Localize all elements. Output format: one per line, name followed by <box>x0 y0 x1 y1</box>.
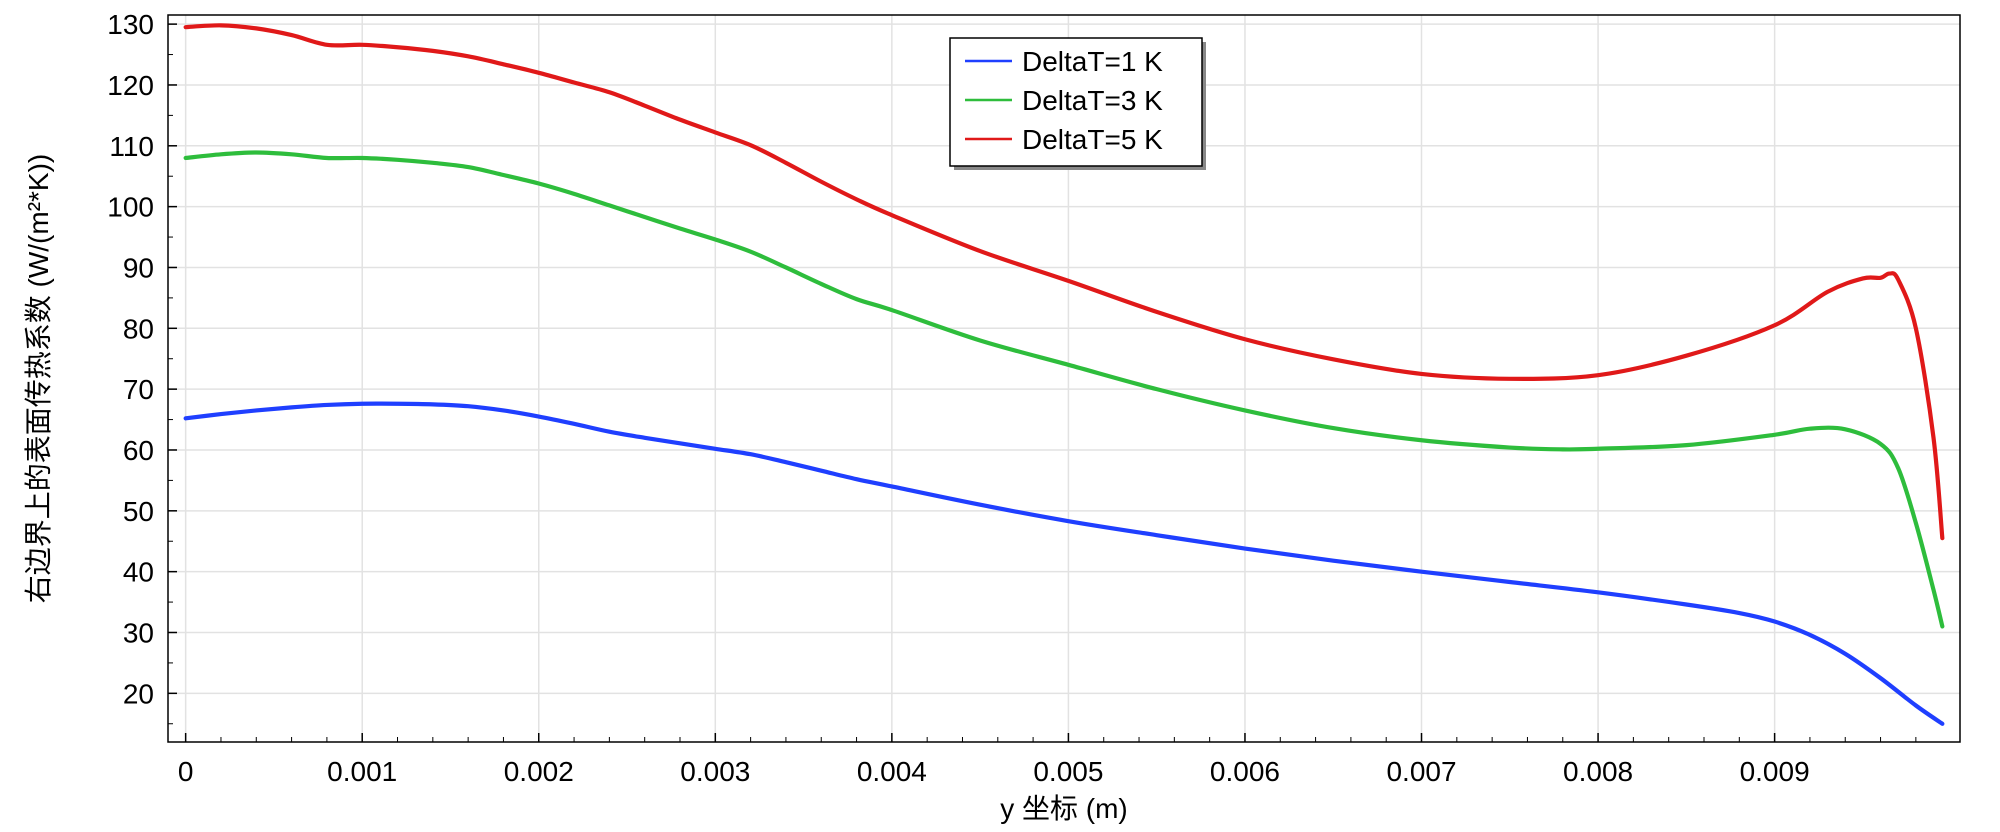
x-tick-label: 0.006 <box>1210 756 1280 787</box>
y-tick-label: 20 <box>123 678 154 709</box>
series-line-3 <box>183 23 1945 541</box>
legend-label-3: DeltaT=5 K <box>1022 124 1163 155</box>
plot-frame <box>167 14 1961 743</box>
x-tick-label: 0 <box>178 756 194 787</box>
x-tick-label: 0.002 <box>504 756 574 787</box>
y-tick-label: 50 <box>123 496 154 527</box>
y-tick-label: 40 <box>123 557 154 588</box>
legend: DeltaT=1 K DeltaT=3 K DeltaT=5 K <box>949 37 1206 170</box>
x-tick-label: 0.003 <box>680 756 750 787</box>
series-line-1 <box>183 401 1945 726</box>
x-tick-label: 0.001 <box>327 756 397 787</box>
x-tick-label: 0.008 <box>1563 756 1633 787</box>
legend-label-2: DeltaT=3 K <box>1022 85 1163 116</box>
x-axis-label: y 坐标 (m) <box>1000 793 1128 824</box>
y-tick-label: 70 <box>123 374 154 405</box>
y-tick-label: 30 <box>123 617 154 648</box>
ticks: 0 0.001 0.002 0.003 0.004 0.005 0.006 0.007 0.00… <box>107 9 1917 787</box>
x-tick-label: 0.007 <box>1386 756 1456 787</box>
x-tick-label: 0.005 <box>1033 756 1103 787</box>
series-line-2 <box>183 150 1945 629</box>
y-tick-label: 100 <box>107 192 154 223</box>
y-axis-label: 右边界上的表面传热系数 (W/(m²*K)) <box>23 154 54 604</box>
x-tick-label: 0.004 <box>857 756 927 787</box>
y-tick-label: 120 <box>107 70 154 101</box>
y-tick-label: 60 <box>123 435 154 466</box>
y-tick-label: 90 <box>123 252 154 283</box>
y-tick-label: 80 <box>123 313 154 344</box>
y-tick-label: 130 <box>107 9 154 40</box>
legend-box <box>949 37 1203 167</box>
legend-label-1: DeltaT=1 K <box>1022 46 1163 77</box>
x-tick-label: 0.009 <box>1740 756 1810 787</box>
series-lines <box>183 23 1945 726</box>
y-tick-label: 110 <box>109 131 154 162</box>
